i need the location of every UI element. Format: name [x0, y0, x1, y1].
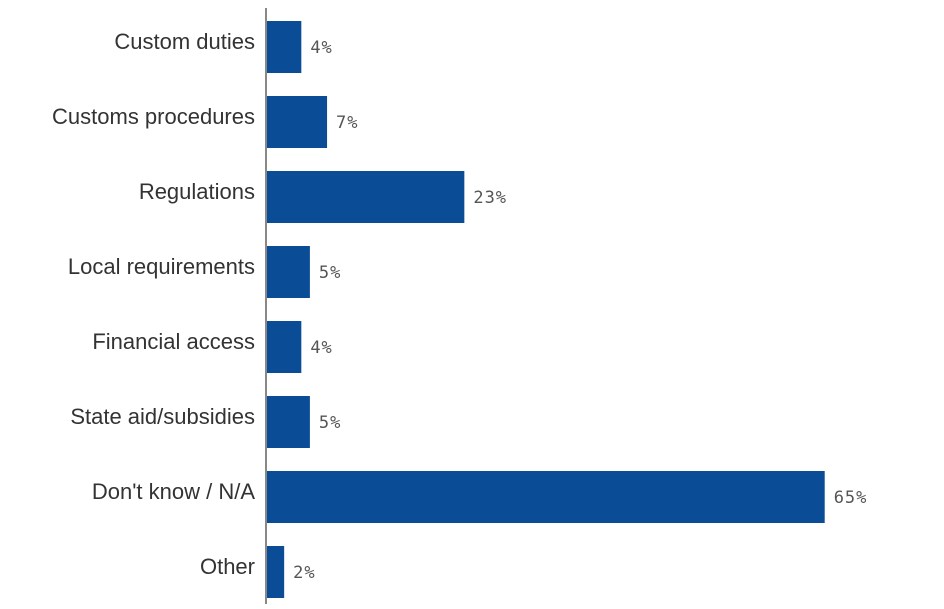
value-label-4: 4% — [310, 338, 332, 358]
category-label-1: Customs procedures — [52, 104, 255, 129]
bar-0 — [267, 21, 302, 73]
bar-6 — [267, 471, 825, 523]
category-label-2: Regulations — [139, 179, 255, 204]
value-label-7: 2% — [293, 563, 315, 583]
bars-group — [267, 21, 825, 598]
bar-1 — [267, 96, 328, 148]
value-label-0: 4% — [310, 38, 332, 58]
bar-4 — [267, 321, 302, 373]
bar-3 — [267, 246, 310, 298]
category-labels: Custom duties Customs procedures Regulatio… — [52, 29, 255, 579]
category-label-7: Other — [200, 554, 255, 579]
category-label-6: Don't know / N/A — [92, 479, 255, 504]
bar-7 — [267, 546, 285, 598]
category-label-4: Financial access — [92, 329, 255, 354]
value-label-3: 5% — [319, 263, 341, 283]
bar-2 — [267, 171, 465, 223]
value-label-1: 7% — [336, 113, 358, 133]
category-label-0: Custom duties — [114, 29, 255, 54]
value-label-6: 65% — [834, 488, 868, 508]
value-label-2: 23% — [473, 188, 507, 208]
category-label-5: State aid/subsidies — [70, 404, 255, 429]
bar-5 — [267, 396, 310, 448]
category-label-3: Local requirements — [68, 254, 255, 279]
value-labels: 4% 7% 23% 5% 4% 5% 65% 2% — [293, 38, 868, 583]
value-label-5: 5% — [319, 413, 341, 433]
